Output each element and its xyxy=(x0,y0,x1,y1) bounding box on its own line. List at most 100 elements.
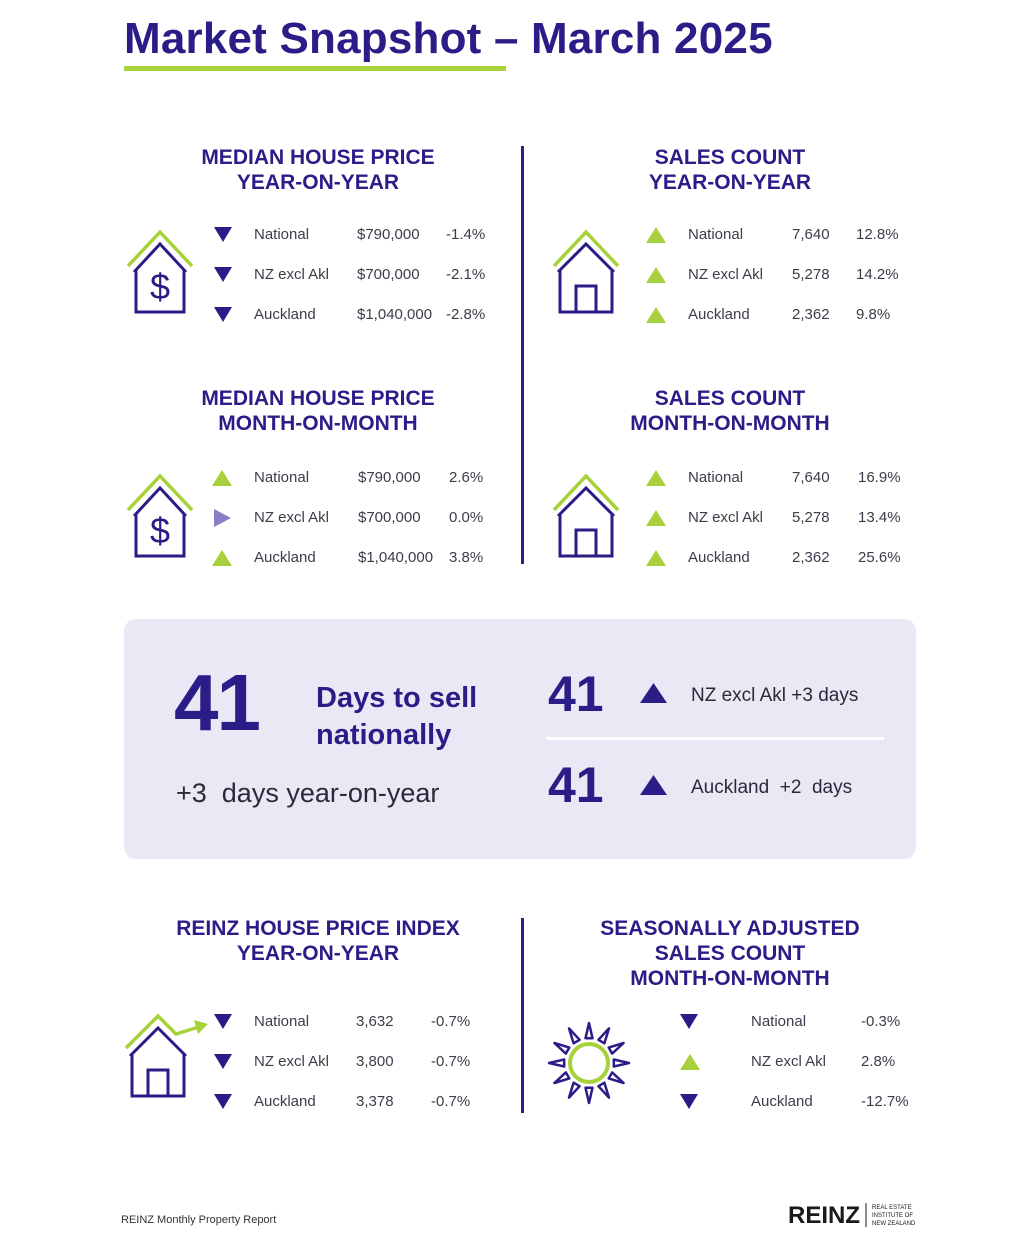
sales-yoy-title-line1: SALES COUNT xyxy=(654,146,806,169)
down-arrow-icon xyxy=(214,1054,232,1069)
panel-separator xyxy=(546,737,884,740)
median-yoy-title-line1: MEDIAN HOUSE PRICE xyxy=(201,146,435,169)
up-arrow-icon xyxy=(680,1054,700,1070)
region-label: NZ excl Akl xyxy=(688,266,764,283)
change-value: 25.6% xyxy=(858,549,901,566)
region-label: National xyxy=(688,226,744,243)
sun-icon xyxy=(547,1021,631,1105)
region-label: National xyxy=(254,1013,310,1030)
change-value: -0.7% xyxy=(431,1053,471,1070)
region-label: Auckland xyxy=(751,1093,813,1110)
index-value: 3,632 xyxy=(356,1013,394,1030)
region-label: National xyxy=(688,469,744,486)
svg-text:$: $ xyxy=(150,510,170,551)
down-arrow-icon xyxy=(214,1014,232,1029)
report-name: REINZ Monthly Property Report xyxy=(121,1214,277,1226)
price-value: $790,000 xyxy=(357,226,420,243)
title-underline xyxy=(124,66,506,71)
median-mom-row-national: National $790,000 2.6% xyxy=(212,469,512,489)
change-value: 14.2% xyxy=(856,266,899,283)
sales-mom-title-line2: MONTH-ON-MONTH xyxy=(630,412,830,435)
change-value: 2.8% xyxy=(861,1053,896,1070)
change-value: 9.8% xyxy=(856,306,891,323)
index-value: 3,378 xyxy=(356,1093,394,1110)
hpi-yoy-title: REINZ HOUSE PRICE INDEX YEAR-ON-YEAR xyxy=(150,916,486,966)
up-arrow-icon xyxy=(646,510,666,526)
house-trend-icon xyxy=(124,1013,208,1098)
change-value: 3.8% xyxy=(449,549,484,566)
up-arrow-icon xyxy=(646,550,666,566)
up-arrow-icon xyxy=(646,470,666,486)
seasonal-mom-row-national: National -0.3% xyxy=(680,1013,920,1033)
sales-mom-title: SALES COUNT MONTH-ON-MONTH xyxy=(572,386,888,436)
days-to-sell-label: Days to sell nationally xyxy=(316,680,477,754)
median-yoy-row-auckland: Auckland $1,040,000 -2.8% xyxy=(212,306,512,326)
count-value: 2,362 xyxy=(792,549,830,566)
price-value: $1,040,000 xyxy=(358,549,434,566)
change-value: 0.0% xyxy=(449,509,484,526)
count-value: 7,640 xyxy=(792,469,830,486)
median-mom-row-nz-excl-akl: NZ excl Akl $700,000 0.0% xyxy=(212,509,512,529)
median-mom-row-auckland: Auckland $1,040,000 3.8% xyxy=(212,549,512,569)
median-mom-title-line1: MEDIAN HOUSE PRICE xyxy=(201,387,435,410)
change-value: -0.7% xyxy=(431,1013,471,1030)
up-arrow-icon xyxy=(212,470,232,486)
change-value: -2.1% xyxy=(446,266,486,283)
hpi-yoy-title-line2: YEAR-ON-YEAR xyxy=(236,942,400,965)
count-value: 5,278 xyxy=(792,509,830,526)
down-arrow-icon xyxy=(214,267,232,282)
hpi-yoy-row-auckland: Auckland 3,378 -0.7% xyxy=(212,1093,512,1113)
down-arrow-icon xyxy=(214,307,232,322)
change-value: 12.8% xyxy=(856,226,899,243)
house-dollar-icon: $ xyxy=(126,229,194,314)
days-yoy-text: +3 days year-on-year xyxy=(176,778,440,808)
region-label: Auckland xyxy=(254,549,316,566)
change-value: 2.6% xyxy=(449,469,484,486)
house-dollar-icon: $ xyxy=(126,473,194,558)
region-label: Auckland xyxy=(688,549,750,566)
auckland-days-label: Auckland +2 days xyxy=(691,777,853,798)
sales-yoy-title: SALES COUNT YEAR-ON-YEAR xyxy=(572,145,888,195)
sales-yoy-row-national: National 7,640 12.8% xyxy=(646,226,916,246)
region-label: National xyxy=(751,1013,807,1030)
days-to-sell-national-value: 41 xyxy=(174,658,261,747)
days-to-sell-label-line1: Days to sell xyxy=(316,682,478,714)
seasonal-mom-title-line3: MONTH-ON-MONTH xyxy=(630,967,830,990)
change-value: -12.7% xyxy=(861,1093,909,1110)
count-value: 2,362 xyxy=(792,306,830,323)
change-value: 16.9% xyxy=(858,469,901,486)
region-label: NZ excl Akl xyxy=(688,509,764,526)
sales-mom-row-auckland: Auckland 2,362 25.6% xyxy=(646,549,916,569)
region-label: NZ excl Akl xyxy=(254,266,330,283)
divider-top xyxy=(521,146,524,564)
median-yoy-title: MEDIAN HOUSE PRICE YEAR-ON-YEAR xyxy=(160,145,476,195)
hpi-yoy-row-nz-excl-akl: NZ excl Akl 3,800 -0.7% xyxy=(212,1053,512,1073)
reinz-logo: REINZ REAL ESTATE INSTITUTE OF NEW ZEALA… xyxy=(788,1202,916,1229)
region-label: Auckland xyxy=(254,1093,316,1110)
days-to-sell-label-line2: nationally xyxy=(316,719,452,751)
median-yoy-title-line2: YEAR-ON-YEAR xyxy=(236,171,400,194)
region-label: National xyxy=(254,469,310,486)
sales-mom-row-national: National 7,640 16.9% xyxy=(646,469,916,489)
up-arrow-icon xyxy=(646,267,666,283)
seasonal-mom-row-auckland: Auckland -12.7% xyxy=(680,1093,920,1113)
down-arrow-icon xyxy=(214,1094,232,1109)
up-arrow-icon xyxy=(646,227,666,243)
down-arrow-icon xyxy=(680,1014,698,1029)
seasonal-mom-title: SEASONALLY ADJUSTED SALES COUNT MONTH-ON… xyxy=(572,916,888,991)
region-label: NZ excl Akl xyxy=(254,1053,330,1070)
hpi-yoy-row-national: National 3,632 -0.7% xyxy=(212,1013,512,1033)
up-arrow-icon xyxy=(640,775,667,795)
svg-text:INSTITUTE OF: INSTITUTE OF xyxy=(872,1213,913,1219)
region-label: National xyxy=(254,226,310,243)
region-label: NZ excl Akl xyxy=(254,509,330,526)
svg-text:NEW ZEALAND: NEW ZEALAND xyxy=(872,1221,916,1227)
nz-excl-akl-days-value: 41 xyxy=(548,666,604,722)
price-value: $700,000 xyxy=(358,509,421,526)
page-title: Market Snapshot – March 2025 xyxy=(124,14,773,63)
price-value: $790,000 xyxy=(358,469,421,486)
seasonal-mom-row-nz-excl-akl: NZ excl Akl 2.8% xyxy=(680,1053,920,1073)
region-label: NZ excl Akl xyxy=(751,1053,827,1070)
change-value: -0.7% xyxy=(431,1093,471,1110)
index-value: 3,800 xyxy=(356,1053,394,1070)
